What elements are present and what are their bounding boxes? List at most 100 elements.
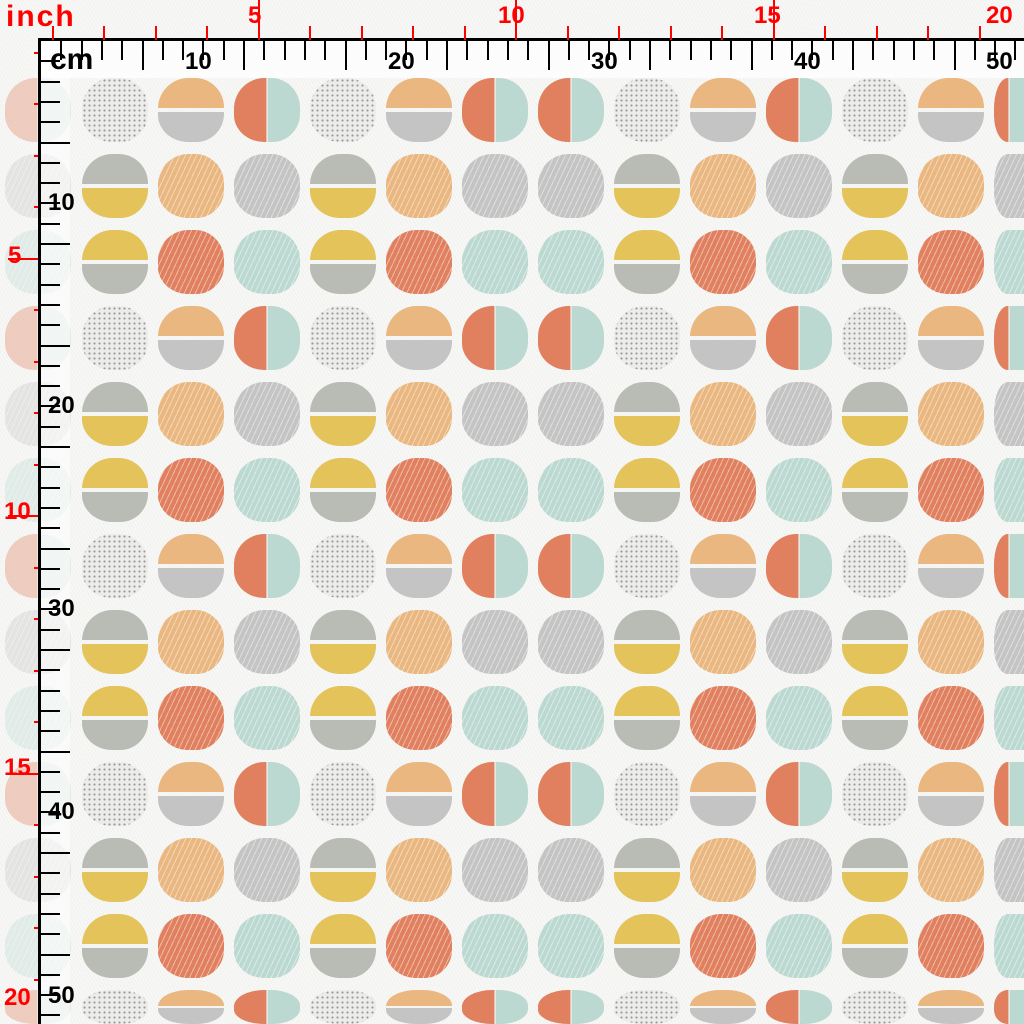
cm-tick-left [40,364,60,367]
pattern-shape [994,990,1024,1024]
inch-tick-top [515,0,517,40]
pattern-shape [462,382,528,446]
pattern-shape [538,914,604,978]
inch-label-left: 15 [4,754,31,781]
cm-tick-top [852,40,854,70]
cm-tick-left [40,953,70,956]
pattern-shape [766,762,832,826]
pattern-shape [538,306,604,370]
inch-tick-top [412,26,414,40]
cm-tick-left [40,202,60,205]
pattern-shape [386,762,452,826]
pattern-shape [234,990,300,1024]
cm-tick-left [40,1014,60,1017]
cm-tick-left [40,669,60,672]
pattern-shape [614,458,680,522]
pattern-shape [690,306,756,370]
inch-label-left: 10 [4,498,31,525]
cm-tick-top [933,40,936,60]
cm-tick-left [40,222,60,225]
cm-tick-left [40,649,70,651]
pattern-shape [538,154,604,218]
pattern-shape [462,306,528,370]
cm-label-left: 20 [48,392,75,419]
pattern-shape [766,382,832,446]
inch-tick-left [34,51,38,54]
cm-tick-top [973,40,976,60]
pattern-shape [234,382,300,446]
inch-label-left: 20 [4,984,31,1011]
cm-tick-top [709,40,712,60]
cm-tick-left [40,628,60,631]
inch-tick-top [824,26,826,40]
pattern-shape [614,382,680,446]
pattern-shape [462,914,528,978]
ruler-top-line [38,38,1024,41]
pattern-shape [386,306,452,370]
cm-tick-top [872,40,875,60]
inch-tick-left [34,927,38,929]
pattern-shape [158,686,224,750]
cm-tick-top [892,40,895,60]
cm-tick-left [40,466,60,469]
cm-tick-left [40,770,60,773]
cm-tick-left [40,852,70,854]
pattern-shape [158,914,224,978]
cm-tick-left [40,121,60,124]
inch-tick-top [772,0,775,40]
inch-tick-top [463,26,466,40]
cm-tick-left [40,405,60,408]
pattern-shape [842,990,908,1024]
pattern-shape [766,78,832,142]
pattern-shape [994,306,1024,370]
pattern-shape [842,458,908,522]
pattern-shape [386,914,452,978]
pattern-shape [690,990,756,1024]
pattern-shape [234,838,300,902]
pattern-shape [234,78,300,142]
inch-tick-top [51,26,54,40]
cm-tick-left [40,588,60,591]
cm-tick-top [364,40,367,60]
cm-tick-top [344,40,347,70]
pattern-shape [994,762,1024,826]
pattern-shape [690,838,756,902]
inch-tick-top [309,26,311,40]
pattern-shape [994,154,1024,218]
pattern-shape [918,686,984,750]
pattern-shape [310,914,376,978]
cm-tick-left [40,263,60,266]
pattern-shape [82,382,148,446]
pattern-shape [386,382,452,446]
ruler-left-band [40,40,70,1024]
cm-tick-top [161,40,164,60]
pattern-shape [918,838,984,902]
pattern-shape [462,990,528,1024]
pattern-shape [82,230,148,294]
pattern-shape [994,78,1024,142]
pattern-shape [82,610,148,674]
pattern-shape [462,534,528,598]
pattern-shape [82,762,148,826]
pattern-shape [842,914,908,978]
cm-tick-top [567,40,570,60]
inch-tick-top [360,26,363,40]
cm-tick-top [649,40,651,70]
cm-tick-top [994,40,997,60]
pattern-shape [82,914,148,978]
cm-tick-left [40,506,60,509]
pattern-shape [918,762,984,826]
cm-tick-left [40,303,60,306]
cm-tick-top [182,40,185,60]
cm-tick-top [831,40,834,60]
pattern-shape [690,154,756,218]
cm-tick-top [689,40,692,60]
cm-tick-top [405,40,408,60]
pattern-shape [994,838,1024,902]
cm-tick-left [40,80,60,83]
cm-tick-left [40,141,70,144]
pattern-shape [690,458,756,522]
pattern-shape [766,990,832,1024]
inch-tick-left [34,103,38,105]
cm-tick-top [770,40,773,60]
